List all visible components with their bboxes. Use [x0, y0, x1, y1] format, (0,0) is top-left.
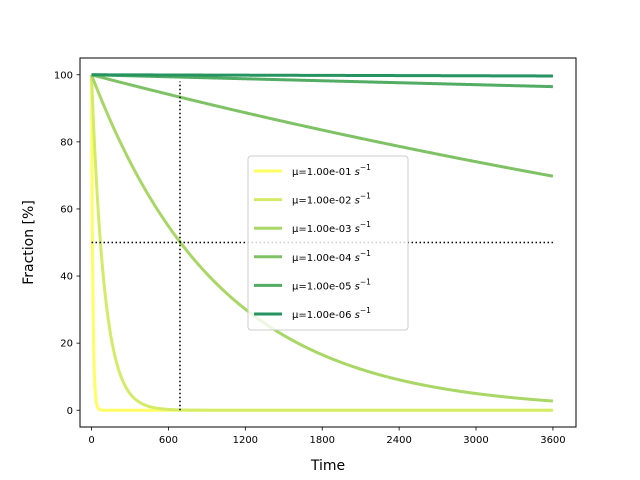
legend-label-5: μ=1.00e-05 s−1 [292, 277, 371, 292]
plot-frame [79, 57, 577, 428]
y-tick-label: 100 [54, 70, 73, 81]
legend-label-unit: s [355, 167, 360, 178]
x-tick-label: 3000 [463, 435, 488, 446]
legend-label-6: μ=1.00e-06 s−1 [292, 306, 371, 321]
series-line-6 [90, 73, 554, 78]
y-tick-label: 60 [60, 205, 73, 216]
reference-lines-layer [91, 81, 553, 411]
legend-label-exponent: −1 [360, 249, 371, 258]
legend-label-main: μ=1.00e-04 [292, 253, 355, 264]
x-tick-label: 1200 [233, 435, 258, 446]
legend-label-unit: s [355, 310, 360, 321]
legend-label-unit: s [355, 281, 360, 292]
series-line-4 [90, 73, 554, 178]
legend-label-4: μ=1.00e-04 s−1 [292, 249, 371, 264]
x-tick-label: 2400 [386, 435, 411, 446]
legend-label-exponent: −1 [360, 277, 371, 286]
lines-layer [90, 73, 554, 412]
y-tick-label: 0 [67, 406, 73, 417]
legend-label-exponent: −1 [360, 306, 371, 315]
y-tick-label: 80 [60, 137, 73, 148]
legend-label-main: μ=1.00e-02 [292, 196, 355, 207]
x-tick-label: 1800 [310, 435, 335, 446]
series-line-5 [90, 73, 554, 89]
x-tick-label: 3600 [540, 435, 565, 446]
y-tick-label: 20 [60, 339, 73, 350]
x-tick-label: 0 [88, 435, 94, 446]
legend-label-main: μ=1.00e-06 [292, 310, 355, 321]
y-axis-label: Fraction [%] [21, 200, 37, 285]
legend-label-unit: s [355, 196, 360, 207]
x-tick-label: 600 [159, 435, 178, 446]
legend-label-exponent: −1 [360, 220, 371, 229]
x-axis-label: Time [310, 458, 345, 474]
legend: μ=1.00e-01 s−1μ=1.00e-02 s−1μ=1.00e-03 s… [247, 155, 409, 331]
legend-label-2: μ=1.00e-02 s−1 [292, 192, 371, 207]
series-line-3 [90, 74, 554, 403]
legend-label-exponent: −1 [360, 192, 371, 201]
legend-label-1: μ=1.00e-01 s−1 [292, 163, 371, 178]
legend-label-exponent: −1 [360, 163, 371, 172]
legend-label-unit: s [355, 253, 360, 264]
legend-label-unit: s [355, 224, 360, 235]
y-tick-label: 40 [60, 272, 73, 283]
legend-label-main: μ=1.00e-05 [292, 281, 355, 292]
legend-box [247, 155, 409, 331]
legend-label-3: μ=1.00e-03 s−1 [292, 220, 371, 235]
ticks-layer: 0 600 1200 1800 2400 3000 3600 0 20 40 60 80 100 [54, 70, 566, 446]
series-line-2 [90, 74, 554, 412]
legend-label-main: μ=1.00e-01 [292, 167, 355, 178]
legend-label-main: μ=1.00e-03 [292, 224, 355, 235]
